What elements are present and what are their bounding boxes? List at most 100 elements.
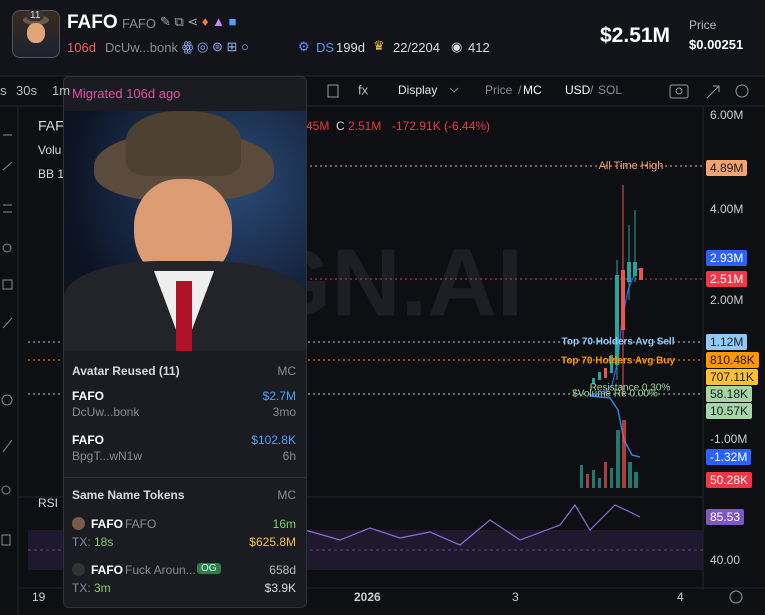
crown-icon: ♛ <box>373 38 385 53</box>
item-name[interactable]: FAFO <box>91 563 123 577</box>
ds-icon: ⚙ <box>298 39 310 54</box>
price-badge: 58.18K <box>706 386 753 402</box>
price-label: Price <box>689 18 717 32</box>
eye-icon: ◉ <box>451 39 463 54</box>
price-badge: 1.12M <box>706 334 748 350</box>
token-popup: Migrated 106d ago Avatar Reused (11) MC … <box>63 76 307 608</box>
tx-value: 3m <box>94 581 111 595</box>
item-mc: $102.8K <box>251 433 296 447</box>
usd-toggle[interactable]: USD <box>565 83 591 97</box>
bb-lower <box>589 395 641 458</box>
x-label: 2026 <box>354 590 381 604</box>
header-bg <box>0 0 765 76</box>
candles <box>592 185 643 395</box>
mc-header: MC <box>277 488 296 502</box>
rsi-title: RSI <box>38 496 58 510</box>
x-label: 4 <box>677 590 684 604</box>
item-address: BpgT...wN1w <box>72 449 143 463</box>
item-mc: $2.7M <box>262 389 296 403</box>
resistance-label: Resistance 0.30% <box>590 383 671 394</box>
price-badge: 707.11K <box>706 369 758 385</box>
mc-header: MC <box>277 364 296 378</box>
axis-label: -1.00M <box>710 432 748 446</box>
price: $0.00251 <box>689 37 744 52</box>
item-age: 658d <box>269 563 296 577</box>
item-symbol: FAFO <box>125 517 157 531</box>
change: -172.91K (-6.44%) <box>392 119 490 133</box>
price-badge: 810.48K <box>706 352 759 368</box>
price-badge: 10.57K <box>706 403 753 419</box>
axis-label: 2.00M <box>710 293 744 307</box>
item-mc: $625.8M <box>249 535 296 549</box>
price-badge: -1.32M <box>706 449 752 465</box>
ohlc-tail: 45M <box>306 119 329 133</box>
avatar-face <box>27 23 45 43</box>
item-name[interactable]: FAFO <box>72 389 104 403</box>
chevron <box>449 87 459 93</box>
bb-title: BB 1 <box>38 167 64 181</box>
close-label: C <box>336 119 345 133</box>
slash: / <box>518 83 522 97</box>
volume-bars <box>580 420 638 488</box>
migrated: Migrated 106d ago <box>72 86 181 101</box>
item-name[interactable]: FAFO <box>91 517 123 531</box>
price-toggle[interactable]: Price <box>485 83 513 97</box>
price-badge: 2.93M <box>706 250 748 266</box>
item-mc: $3.9K <box>264 581 296 595</box>
close-value: 2.51M <box>348 119 381 133</box>
toolbar-icons: fx <box>327 82 749 604</box>
tx-label: TX: <box>72 581 91 595</box>
token-name: FAFO <box>67 12 118 33</box>
social-icons: ꙮ ◎ ⊜ ⊞ ○ <box>182 39 249 54</box>
item-age: 6h <box>282 449 296 463</box>
avatar-badge: 11 <box>26 10 45 21</box>
volume-label: $Volume Re 0.00% <box>572 389 658 400</box>
ath-label: All Time High <box>599 160 664 172</box>
price-badge: 50.28K <box>706 472 753 488</box>
tie <box>176 281 192 351</box>
ds-label: DS <box>316 40 335 55</box>
slash: / <box>590 83 594 97</box>
same-name-title: Same Name Tokens <box>72 488 185 502</box>
axis-label: 4.00M <box>710 202 744 216</box>
avatar-image <box>64 111 306 351</box>
item-symbol: Fuck Aroun... <box>125 563 196 577</box>
interval[interactable]: s <box>0 83 7 98</box>
axis-label: 6.00M <box>710 108 744 122</box>
item-icon <box>72 517 85 530</box>
interval[interactable]: 1m <box>52 83 71 98</box>
tx-value: 18s <box>94 535 114 549</box>
sidebar-icons <box>1 134 13 546</box>
x-label: 19 <box>32 590 46 604</box>
og-badge: OG <box>197 563 221 574</box>
item-name[interactable]: FAFO <box>72 433 104 447</box>
item-address: DcUw...bonk <box>72 405 140 419</box>
hat-crown <box>126 111 241 176</box>
header-icons[interactable]: ✎ ⧉ ⋖ ♦ ▲ ■ <box>160 14 237 29</box>
display-button[interactable]: Display <box>398 83 437 97</box>
holders: 22/2204 <box>393 40 440 55</box>
token-symbol: FAFO <box>122 16 156 31</box>
interval[interactable]: 30s <box>16 83 37 98</box>
sol-toggle[interactable]: SOL <box>598 83 622 97</box>
item-age: 3mo <box>272 405 296 419</box>
avg-sell-label: Top 70 Holders Avg Sell <box>562 337 675 348</box>
x-label: 3 <box>512 590 519 604</box>
tx-label: TX: <box>72 535 91 549</box>
price-badge: 4.89M <box>706 160 748 176</box>
views: 412 <box>468 40 490 55</box>
divider <box>64 477 306 478</box>
item-icon <box>72 563 85 576</box>
market-cap: $2.51M <box>600 24 671 47</box>
avg-buy-label: Top 70 Holders Avg Buy <box>561 356 676 367</box>
item-age: 16m <box>272 517 296 531</box>
avatar-reused-title: Avatar Reused (11) <box>72 364 180 378</box>
price-badge: 2.51M <box>706 271 748 287</box>
rsi-line <box>304 503 641 546</box>
mc-toggle[interactable]: MC <box>523 83 542 97</box>
price-badge: 85.53 <box>706 509 745 525</box>
token-address[interactable]: DcUw...bonk <box>105 40 178 55</box>
svg-text:fx: fx <box>358 82 369 97</box>
ds-age: 199d <box>336 40 365 55</box>
